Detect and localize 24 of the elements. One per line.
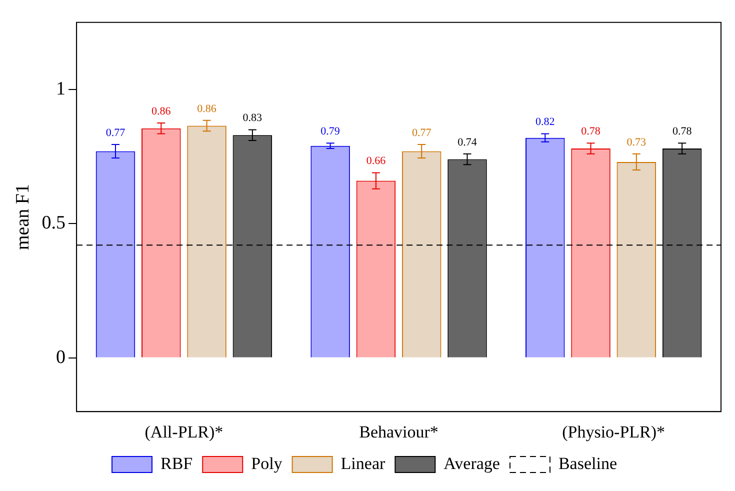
- x-tick-label: (All-PLR)*: [144, 422, 224, 442]
- legend-label: Baseline: [558, 454, 618, 473]
- y-tick-label: 1: [56, 78, 66, 100]
- data-label: 0.74: [458, 136, 478, 148]
- y-tick-label: 0: [56, 346, 66, 368]
- data-label: 0.82: [535, 116, 555, 128]
- y-axis-title: mean F1: [12, 184, 34, 250]
- data-label: 0.66: [366, 155, 386, 168]
- data-label: 0.79: [320, 126, 340, 138]
- legend-label: RBF: [160, 454, 193, 473]
- y-tick-label: 0.5: [42, 212, 66, 234]
- legend-label: Linear: [340, 454, 386, 473]
- x-tick-label: Behaviour*: [359, 422, 438, 442]
- data-label: 0.78: [581, 126, 601, 138]
- data-label: 0.86: [152, 105, 172, 118]
- legend-label: Poly: [251, 454, 283, 473]
- x-tick-label: (Physio-PLR)*: [562, 422, 666, 442]
- legend-label: Average: [444, 454, 500, 473]
- data-label: 0.77: [106, 126, 126, 139]
- data-label: 0.77: [412, 126, 432, 139]
- data-label: 0.86: [197, 102, 217, 115]
- data-label: 0.73: [626, 136, 647, 148]
- data-label: 0.83: [242, 112, 263, 124]
- data-label: 0.78: [672, 126, 692, 138]
